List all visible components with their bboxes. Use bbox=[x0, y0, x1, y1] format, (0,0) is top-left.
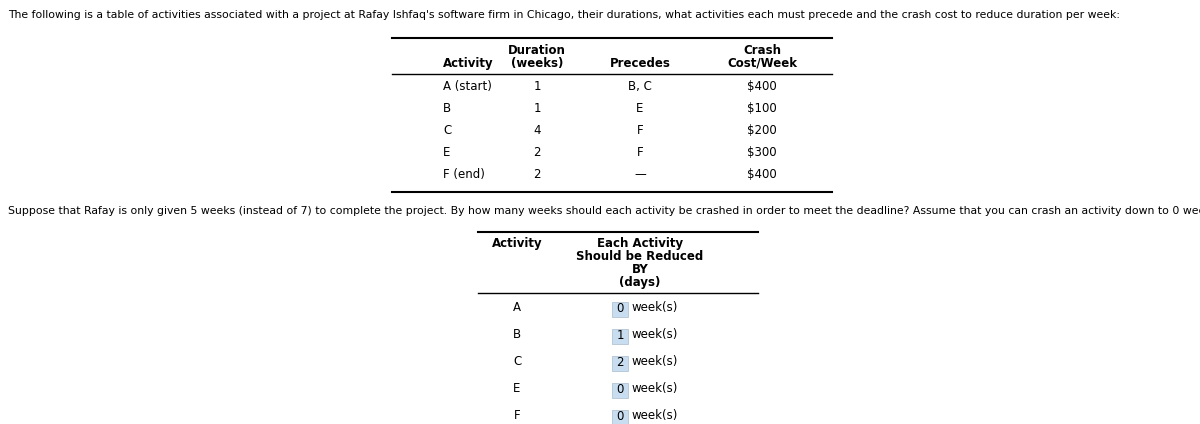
Text: Suppose that Rafay is only given 5 weeks (instead of 7) to complete the project.: Suppose that Rafay is only given 5 weeks… bbox=[8, 206, 1200, 216]
Text: Cost/Week: Cost/Week bbox=[727, 57, 797, 70]
Text: Each Activity: Each Activity bbox=[596, 237, 683, 250]
Bar bbox=[612, 356, 628, 371]
Text: 1: 1 bbox=[617, 329, 624, 342]
Text: 0: 0 bbox=[617, 383, 624, 396]
Bar bbox=[612, 302, 628, 317]
Text: F: F bbox=[637, 124, 643, 137]
Text: $400: $400 bbox=[748, 168, 776, 181]
Text: B: B bbox=[443, 102, 451, 115]
Text: 2: 2 bbox=[533, 168, 541, 181]
Text: E: E bbox=[443, 146, 450, 159]
Text: 2: 2 bbox=[533, 146, 541, 159]
Text: (days): (days) bbox=[619, 276, 661, 289]
Text: Precedes: Precedes bbox=[610, 57, 671, 70]
Text: 0: 0 bbox=[617, 302, 624, 315]
Text: $300: $300 bbox=[748, 146, 776, 159]
Text: week(s): week(s) bbox=[632, 328, 678, 341]
Text: A (start): A (start) bbox=[443, 80, 492, 93]
Text: F: F bbox=[514, 409, 521, 422]
Text: Crash: Crash bbox=[743, 44, 781, 57]
Bar bbox=[612, 383, 628, 398]
Bar bbox=[612, 410, 628, 424]
Text: F (end): F (end) bbox=[443, 168, 485, 181]
Text: A: A bbox=[514, 301, 521, 314]
Text: B, C: B, C bbox=[628, 80, 652, 93]
Text: C: C bbox=[512, 355, 521, 368]
Text: $400: $400 bbox=[748, 80, 776, 93]
Text: 4: 4 bbox=[533, 124, 541, 137]
Text: Activity: Activity bbox=[443, 57, 493, 70]
Text: The following is a table of activities associated with a project at Rafay Ishfaq: The following is a table of activities a… bbox=[8, 10, 1120, 20]
Text: (weeks): (weeks) bbox=[511, 57, 563, 70]
Text: week(s): week(s) bbox=[632, 382, 678, 395]
Text: 2: 2 bbox=[617, 356, 624, 369]
Text: F: F bbox=[637, 146, 643, 159]
Text: BY: BY bbox=[631, 263, 648, 276]
Text: —: — bbox=[634, 168, 646, 181]
Text: 1: 1 bbox=[533, 80, 541, 93]
Text: E: E bbox=[636, 102, 643, 115]
Text: week(s): week(s) bbox=[632, 409, 678, 422]
Text: 1: 1 bbox=[533, 102, 541, 115]
Text: C: C bbox=[443, 124, 451, 137]
Text: $100: $100 bbox=[748, 102, 776, 115]
Text: 0: 0 bbox=[617, 410, 624, 423]
Text: B: B bbox=[512, 328, 521, 341]
Text: Should be Reduced: Should be Reduced bbox=[576, 250, 703, 263]
Bar bbox=[612, 329, 628, 344]
Text: Duration: Duration bbox=[508, 44, 566, 57]
Text: week(s): week(s) bbox=[632, 301, 678, 314]
Text: Activity: Activity bbox=[492, 237, 542, 250]
Text: $200: $200 bbox=[748, 124, 776, 137]
Text: E: E bbox=[514, 382, 521, 395]
Text: week(s): week(s) bbox=[632, 355, 678, 368]
